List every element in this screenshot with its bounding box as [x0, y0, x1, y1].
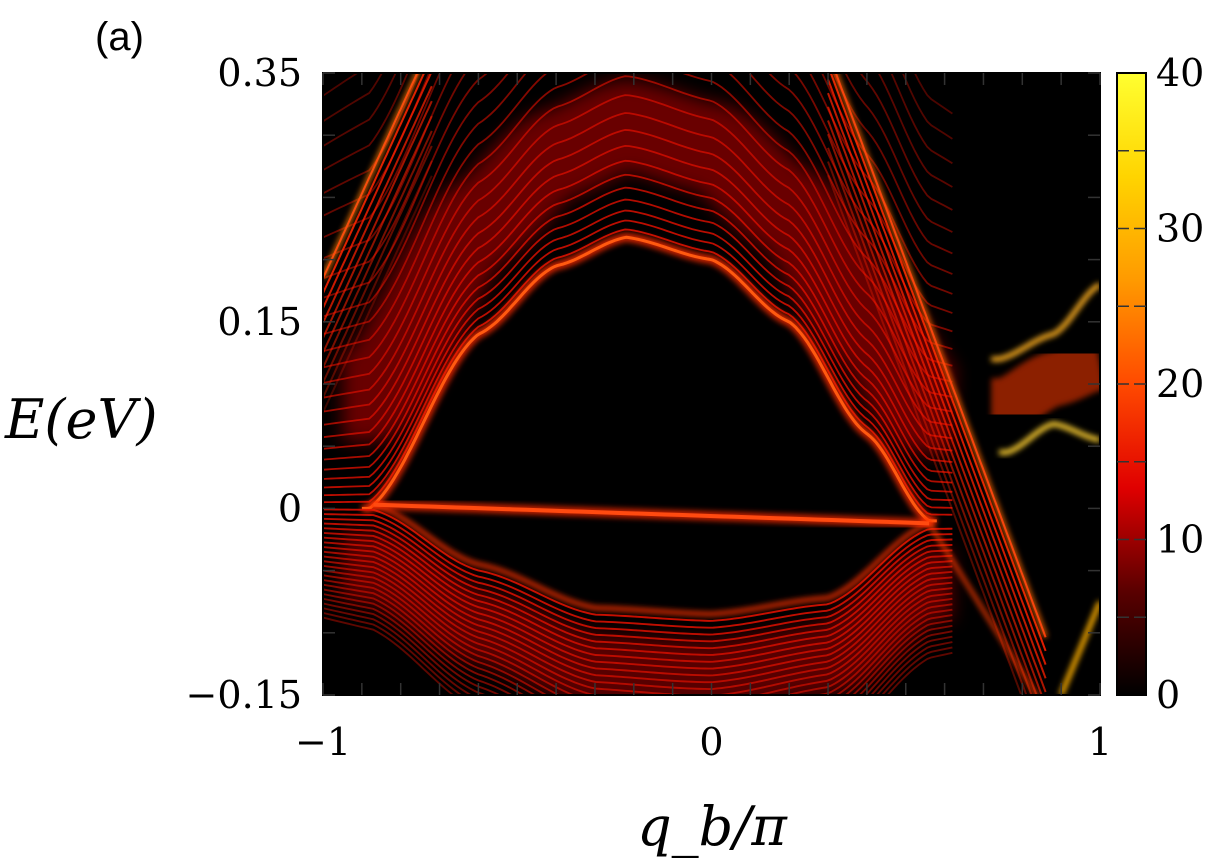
x-tick-label: −1: [295, 720, 351, 764]
x-axis-label-text: q_b/π: [637, 795, 788, 858]
lower-subband-line: [323, 607, 953, 695]
flat-band: [373, 500, 930, 528]
right-branch-line: [827, 92, 1047, 679]
upper-subband-line: [323, 198, 953, 493]
right-branch-line: [827, 133, 1038, 695]
upper-subband-line: [323, 209, 953, 502]
lower-subband-line: [323, 536, 953, 663]
upper-subband-line: [323, 73, 953, 333]
x-axis-label: q_b/π: [637, 795, 788, 858]
lower-subband-line: [323, 513, 953, 629]
upper-subband-line: [323, 73, 953, 295]
left-branch-line: [323, 73, 426, 294]
y-axis-label-text: E(eV): [4, 388, 158, 451]
lower-subband-line: [323, 531, 953, 656]
colorbar: 0 10 20 30 40: [1116, 51, 1204, 717]
lower-band-edge: [369, 502, 933, 617]
lower-subband-line: [323, 560, 953, 695]
x-tick-label: 0: [699, 720, 723, 764]
right-branch-line: [827, 174, 1023, 695]
lower-subband-line: [323, 583, 953, 695]
upper-left-branch: [323, 73, 433, 414]
colorbar-tick-label: 40: [1156, 51, 1204, 95]
right-branch-line: [829, 73, 1047, 652]
upper-subband-line: [323, 112, 953, 427]
upper-subband-line: [323, 94, 953, 413]
colorbar-tick-label: 30: [1156, 207, 1204, 251]
upper-subband-line: [323, 186, 953, 484]
upper-band-edge: [361, 232, 937, 526]
lower-subband-line: [323, 508, 953, 622]
upper-subband-line: [323, 73, 953, 350]
left-branch-line: [323, 145, 433, 384]
y-tick-label: 0.15: [217, 300, 302, 344]
lower-subband-line: [323, 588, 953, 695]
upper-gap-state-line: [991, 282, 1100, 362]
lower-subband-line: [323, 597, 953, 695]
left-branch-line: [323, 115, 433, 354]
left-branch-line: [323, 73, 433, 309]
right-branch-line: [827, 147, 1033, 695]
y-axis-label: E(eV): [4, 388, 158, 451]
left-branch-line: [323, 85, 433, 324]
y-tick-label: 0: [278, 486, 302, 530]
lower-subband-line: [323, 579, 953, 695]
left-branch-line: [323, 160, 433, 399]
left-branch-line: [323, 100, 433, 339]
upper-subband-line: [323, 129, 953, 440]
lower-subband-line: [323, 602, 953, 695]
upper-subband-line: [323, 73, 953, 367]
lower-subband-line: [323, 569, 953, 695]
left-branch-edge: [323, 73, 420, 280]
right-branch-line: [827, 79, 1047, 665]
left-branch-line: [323, 175, 433, 414]
upper-right-branch: [827, 73, 1048, 695]
right-branch-line: [827, 120, 1043, 695]
colorbar-tick-label: 20: [1156, 362, 1204, 406]
lower-subband-line: [323, 527, 953, 650]
lower-subband-line: [323, 555, 953, 690]
lower-subband-line: [323, 522, 953, 643]
left-branch-line: [323, 130, 433, 369]
right-branch-edge: [833, 73, 1048, 638]
upper-subband-line: [323, 75, 953, 398]
upper-subband-line: [323, 73, 953, 383]
lower-subband-line: [323, 593, 953, 695]
heatmap: [323, 73, 1100, 695]
colorbar-tick-label: 0: [1156, 673, 1180, 717]
lower-subband-line: [323, 564, 953, 695]
upper-subband-line: [323, 73, 953, 233]
y-tick-label: 0.35: [217, 51, 302, 95]
upper-subband-line: [323, 173, 953, 474]
y-axis: 0.35 0.15 0 −0.15: [186, 51, 1100, 717]
gap-states: [991, 282, 1100, 455]
lower-right-branch: [923, 516, 1100, 695]
lower-band-continuum: [323, 502, 953, 695]
upper-subband-line: [323, 219, 953, 509]
lower-subband-line: [323, 616, 953, 695]
lower-gap-state-line: [999, 421, 1100, 455]
y-tick-label: −0.15: [186, 673, 302, 717]
x-axis: −1 0 1: [295, 73, 1112, 764]
lower-subband-line: [323, 546, 953, 677]
lower-subband-line: [323, 574, 953, 695]
colorbar-tick-label: 10: [1156, 518, 1204, 562]
lower-subband-line: [323, 611, 953, 695]
lower-subband-line: [323, 517, 953, 636]
upper-subband-line: [323, 159, 953, 463]
right-branch-line: [827, 106, 1047, 693]
lower-subband-line: [323, 550, 953, 684]
x-tick-label: 1: [1088, 720, 1112, 764]
upper-subband-line: [323, 144, 953, 452]
lower-subband-line: [323, 541, 953, 670]
panel-label: (a): [95, 15, 144, 59]
